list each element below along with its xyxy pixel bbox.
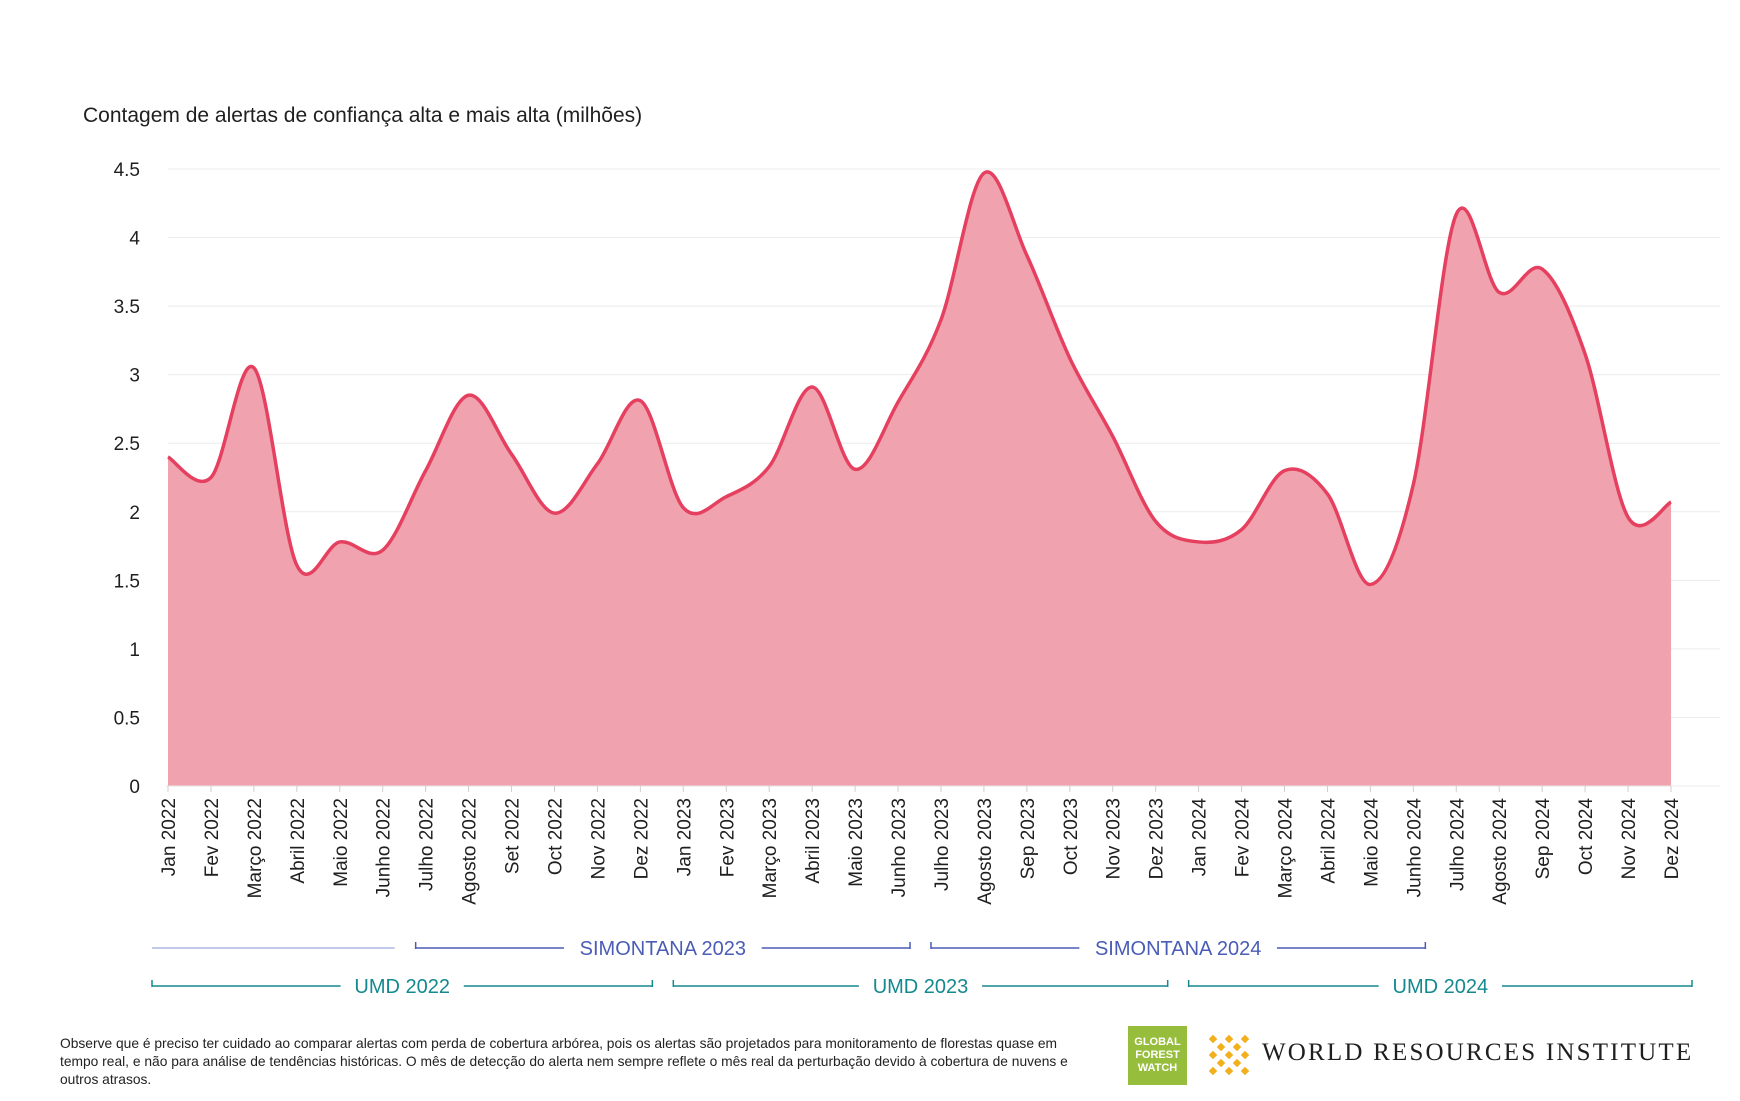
bracket: UMD 2022: [151, 976, 654, 998]
wri-mark-square: [1240, 1066, 1250, 1076]
wri-mark-square: [1240, 1050, 1250, 1060]
wri-mark-square: [1216, 1042, 1226, 1052]
global-forest-watch-logo: GLOBAL FOREST WATCH: [1128, 1026, 1187, 1085]
footnote: Observe que é preciso ter cuidado ao com…: [60, 1036, 1068, 1087]
x-tick-label: Fev 2022: [202, 798, 223, 877]
y-tick-label: 1: [129, 640, 140, 661]
x-tick-label: Sep 2024: [1533, 798, 1554, 880]
bracket: UMD 2024: [1187, 976, 1693, 998]
x-tick-label: Junho 2023: [889, 798, 910, 897]
source-brackets: SIMONTANA 2023 SIMONTANA 2024 UMD 2022 UMD …: [151, 938, 1693, 998]
x-tick-label: Junho 2022: [374, 798, 395, 897]
x-tick-label: Março 2023: [760, 798, 781, 898]
y-tick-label: 1.5: [114, 571, 140, 592]
x-tick-label: Julho 2022: [417, 798, 438, 891]
bracket: UMD 2023: [672, 976, 1169, 998]
x-tick-label: Fev 2024: [1233, 798, 1254, 878]
y-tick-label: 0.5: [114, 708, 140, 729]
wri-mark-square: [1208, 1034, 1218, 1044]
wri-mark-square: [1224, 1050, 1234, 1060]
x-tick-label: Maio 2024: [1361, 798, 1382, 887]
wri-mark-square: [1232, 1058, 1242, 1068]
wri-logo-text: WORLD RESOURCES INSTITUTE: [1262, 1039, 1694, 1066]
wri-mark-square: [1208, 1050, 1218, 1060]
series-line: [166, 170, 1672, 587]
x-tick-label: Agosto 2024: [1490, 798, 1511, 905]
x-tick-label: Agosto 2023: [975, 798, 996, 905]
bracket-label: UMD 2022: [354, 976, 450, 998]
area-fill: [168, 171, 1671, 786]
y-tick-label: 3.5: [114, 297, 140, 318]
y-tick-labels: 0 0.5 1 1.5 2 2.5 3 3.5 4 4.5: [114, 160, 141, 798]
y-tick-label: 0: [129, 777, 140, 798]
x-tick-label: Dez 2023: [1147, 798, 1168, 879]
x-tick-label: Dez 2024: [1662, 798, 1683, 880]
y-tick-label: 2.5: [114, 434, 140, 455]
bracket-label: SIMONTANA 2024: [1095, 938, 1261, 960]
x-tick-labels: Jan 2022 Fev 2022 Março 2022 Abril 2022 Maio…: [159, 785, 1683, 905]
bracket-label: SIMONTANA 2023: [580, 938, 746, 960]
x-tick-label: Maio 2022: [331, 798, 352, 887]
y-tick-label: 2: [129, 503, 140, 524]
area-series: [166, 170, 1672, 786]
x-tick-label: Oct 2023: [1061, 798, 1082, 875]
x-tick-label: Julho 2024: [1447, 798, 1468, 891]
bracket-label: UMD 2024: [1393, 976, 1489, 998]
x-tick-label: Agosto 2022: [460, 798, 481, 905]
x-tick-label: Nov 2022: [588, 798, 609, 879]
x-tick-label: Junho 2024: [1404, 798, 1425, 898]
bracket-label: UMD 2023: [873, 976, 969, 998]
x-tick-label: Sep 2023: [1018, 798, 1039, 879]
wri-mark-square: [1224, 1034, 1234, 1044]
x-tick-label: Abril 2023: [803, 798, 824, 884]
x-tick-label: Jan 2023: [674, 798, 695, 876]
wri-mark-square: [1240, 1034, 1250, 1044]
gfw-logo-line: WATCH: [1137, 1062, 1178, 1074]
x-tick-label: Oct 2024: [1576, 798, 1597, 876]
gfw-logo-line: GLOBAL: [1134, 1036, 1181, 1048]
x-tick-label: Set 2022: [503, 798, 524, 874]
x-tick-label: Jan 2024: [1190, 798, 1211, 877]
x-tick-label: Nov 2023: [1104, 798, 1125, 879]
x-tick-label: Abril 2024: [1318, 798, 1339, 884]
y-tick-label: 4: [129, 229, 140, 250]
x-tick-label: Julho 2023: [932, 798, 953, 891]
y-axis-title: Contagem de alertas de confiança alta e …: [83, 104, 643, 127]
x-tick-label: Março 2022: [245, 798, 266, 898]
wri-mark-square: [1208, 1066, 1218, 1076]
x-tick-label: Maio 2023: [846, 798, 867, 887]
bracket: SIMONTANA 2024: [930, 938, 1427, 960]
x-tick-label: Nov 2024: [1619, 798, 1640, 880]
x-tick-label: Fev 2023: [717, 798, 738, 877]
wri-mark-square: [1232, 1042, 1242, 1052]
x-tick-label: Jan 2022: [159, 798, 180, 876]
x-tick-label: Abril 2022: [288, 798, 309, 884]
gfw-logo-line: FOREST: [1135, 1049, 1180, 1061]
x-tick-label: Dez 2022: [631, 798, 652, 879]
y-tick-label: 3: [129, 366, 140, 387]
wri-mark-square: [1216, 1058, 1226, 1068]
bracket: SIMONTANA 2023: [414, 938, 911, 960]
wri-logo-icon: [1208, 1034, 1250, 1076]
x-tick-label: Oct 2022: [545, 798, 566, 875]
y-tick-label: 4.5: [114, 160, 140, 181]
wri-mark-square: [1224, 1066, 1234, 1076]
x-tick-label: Março 2024: [1276, 798, 1297, 899]
